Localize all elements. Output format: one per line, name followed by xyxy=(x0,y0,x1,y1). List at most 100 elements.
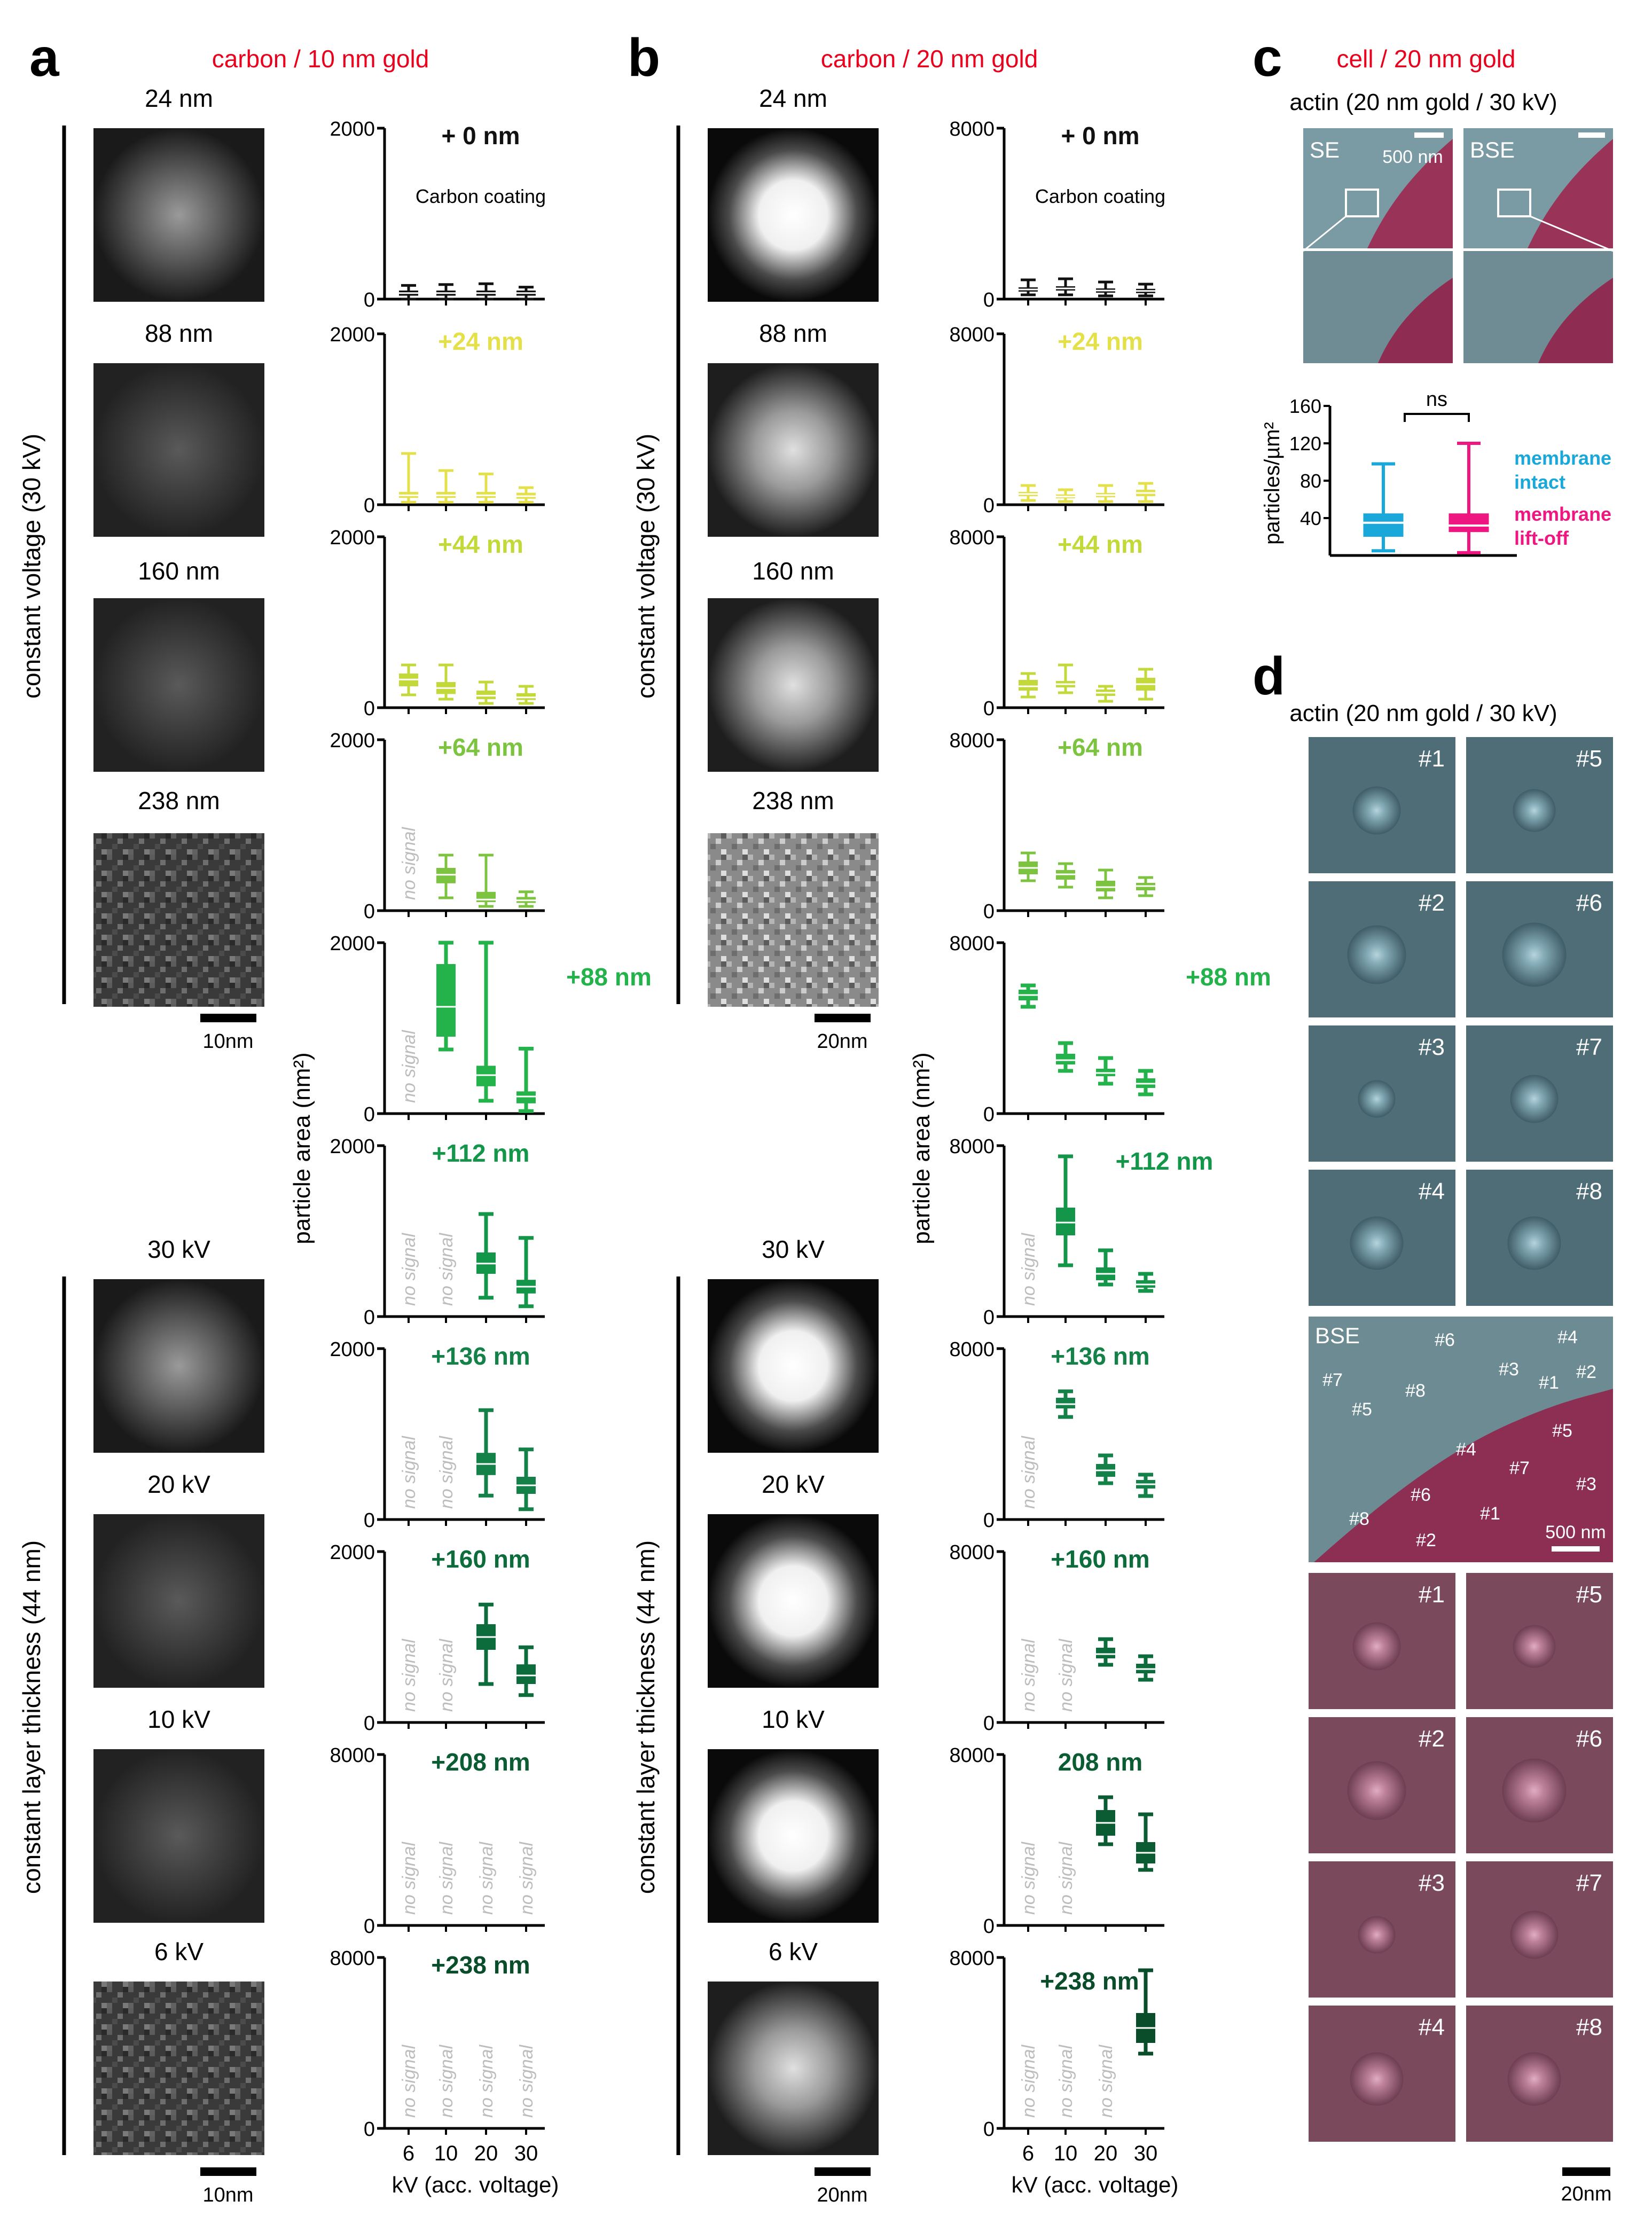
b-row-label: +24 nm xyxy=(1058,327,1143,355)
d-bse-particle xyxy=(1352,1622,1401,1671)
a-box xyxy=(516,1091,536,1103)
d-overview-mark: #7 xyxy=(1509,1458,1530,1478)
se-zoom-liftoff xyxy=(1378,278,1453,363)
d-overview-mark: #2 xyxy=(1576,1362,1596,1382)
b-row-label: +44 nm xyxy=(1058,530,1143,558)
d-se-particle xyxy=(1510,1075,1559,1123)
b-no-signal: no signal xyxy=(1019,1638,1039,1712)
d-se-tile-label: #3 xyxy=(1419,1034,1445,1060)
a-ylabel: particle area (nm²) xyxy=(289,1052,315,1244)
panel-c-subtitle: actin (20 nm gold / 30 kV) xyxy=(1289,89,1557,115)
a-box xyxy=(476,691,496,699)
a-scalebar-bottom xyxy=(200,2167,256,2176)
a-y-tick-label: 0 xyxy=(364,698,375,720)
a-no-signal: no signal xyxy=(399,826,419,900)
d-bse-tile-label: #6 xyxy=(1576,1726,1602,1752)
bse-liftoff-region xyxy=(1528,139,1613,248)
b-y-tick-label: 8000 xyxy=(949,933,995,955)
b-side-label-bottom: constant layer thickness (44 nm) xyxy=(632,1540,660,1894)
b-y-tick-label: 0 xyxy=(983,289,995,311)
a-micrograph-thickness xyxy=(93,363,264,537)
a-micrograph-voltage xyxy=(93,1279,264,1453)
panel-d-images: #1 #5 #2 #6 #3 #7 #4 #8 #1 #5 #2 #6 #3 #7 #4 #8 BSE #6 #4 #… xyxy=(1309,737,1613,2205)
a-no-signal: no signal xyxy=(399,1435,419,1509)
a-no-signal: no signal xyxy=(436,1638,457,1712)
b-box xyxy=(1056,1398,1075,1408)
panel-c-images: SE BSE 500 nm xyxy=(1303,128,1614,363)
a-side-label-bottom: constant layer thickness (44 nm) xyxy=(18,1540,45,1894)
c-y-tick-label: 40 xyxy=(1300,507,1321,529)
d-bse-particle xyxy=(1513,1625,1556,1668)
a-box xyxy=(436,868,456,883)
d-overview-mark: #7 xyxy=(1322,1370,1343,1390)
b-y-tick-label: 0 xyxy=(983,495,995,517)
a-y-tick-label: 0 xyxy=(364,1103,375,1126)
se-liftoff-region xyxy=(1367,139,1453,248)
legend-membrane-intact-2: intact xyxy=(1514,471,1565,493)
a-row-label: +160 nm xyxy=(431,1545,530,1573)
scalebar-label: 500 nm xyxy=(1382,147,1443,167)
d-overview-scalebar xyxy=(1552,1546,1600,1552)
a-scalebar-top xyxy=(200,1014,256,1022)
d-bse-tile-label: #8 xyxy=(1576,2014,1602,2040)
a-y-tick-label: 2000 xyxy=(330,730,375,752)
d-overview-mark: #1 xyxy=(1539,1373,1559,1393)
panel-c-title: cell / 20 nm gold xyxy=(1337,45,1516,73)
panel-b-title: carbon / 20 nm gold xyxy=(821,45,1038,73)
b-row-label: 208 nm xyxy=(1058,1748,1143,1776)
a-no-signal: no signal xyxy=(436,1435,457,1509)
a-box-row: 0 2000 +88 nm no signal xyxy=(330,933,651,1126)
b-box-row: 0 8000 +44 nm xyxy=(949,527,1164,720)
a-no-signal: no signal xyxy=(399,2044,419,2118)
b-y-tick-label: 0 xyxy=(983,1103,995,1126)
a-y-tick-label: 2000 xyxy=(330,324,375,346)
b-no-signal: no signal xyxy=(1056,1841,1076,1915)
panel-c-chart: 4080120160particles/µm²nsmembraneintactm… xyxy=(1260,388,1611,557)
b-x-tick-label: 20 xyxy=(1094,2142,1118,2165)
b-row-label: +136 nm xyxy=(1051,1342,1149,1370)
b-box xyxy=(1056,1054,1075,1064)
b-no-signal: no signal xyxy=(1056,2044,1076,2118)
b-scalebar-bottom xyxy=(815,2167,871,2176)
b-box-row: 0 8000 +160 nm no signal no signal xyxy=(949,1541,1164,1735)
b-y-tick-label: 0 xyxy=(983,1306,995,1329)
a-row-label: +64 nm xyxy=(438,733,523,761)
bse-label: BSE xyxy=(1470,137,1515,162)
a-side-label-top: constant voltage (30 kV) xyxy=(18,434,45,699)
b-image-label-bottom: 30 kV xyxy=(762,1235,825,1263)
a-y-tick-label: 0 xyxy=(364,289,375,311)
b-box-row: 0 8000 +238 nm no signal no signal no signal 6… xyxy=(949,1947,1178,2197)
b-no-signal: no signal xyxy=(1019,1841,1039,1915)
b-micrograph-thickness xyxy=(708,833,879,1007)
a-y-tick-label: 0 xyxy=(364,495,375,517)
a-y-tick-label: 0 xyxy=(364,1306,375,1329)
b-box xyxy=(1096,1648,1115,1658)
b-image-label-bottom: 10 kV xyxy=(762,1705,825,1733)
a-x-tick-label: 10 xyxy=(434,2142,458,2165)
a-micrograph-voltage xyxy=(93,1982,264,2155)
a-y-tick-label: 2000 xyxy=(330,1135,375,1158)
a-micrograph-thickness xyxy=(93,833,264,1007)
a-no-signal: no signal xyxy=(399,1638,419,1712)
d-se-tile-label: #5 xyxy=(1576,746,1602,772)
b-image-label-top: 238 nm xyxy=(752,787,834,815)
a-row-label: +112 nm xyxy=(432,1139,530,1167)
zoom-line xyxy=(1303,215,1346,252)
a-y-tick-label: 8000 xyxy=(330,1744,375,1767)
d-bse-tile-label: #4 xyxy=(1419,2014,1445,2040)
d-overview-mark: #4 xyxy=(1456,1439,1476,1460)
a-no-signal: no signal xyxy=(436,1841,457,1915)
b-image-label-bottom: 6 kV xyxy=(769,1938,818,1965)
a-box-row: 0 8000 +238 nm no signal no signal no signal n… xyxy=(330,1947,559,2197)
b-y-tick-label: 8000 xyxy=(949,1135,995,1158)
d-se-tile-label: #2 xyxy=(1419,890,1445,916)
d-se-particle xyxy=(1352,786,1401,835)
a-image-label-top: 238 nm xyxy=(138,787,220,815)
b-y-tick-label: 0 xyxy=(983,1915,995,1938)
d-se-tile-label: #6 xyxy=(1576,890,1602,916)
b-micrograph-voltage xyxy=(708,1749,879,1923)
d-overview-mark: #6 xyxy=(1411,1485,1431,1505)
a-box-row: 0 2000 +24 nm xyxy=(330,324,545,517)
d-se-particle xyxy=(1502,922,1567,987)
b-side-label-top: constant voltage (30 kV) xyxy=(632,434,660,699)
